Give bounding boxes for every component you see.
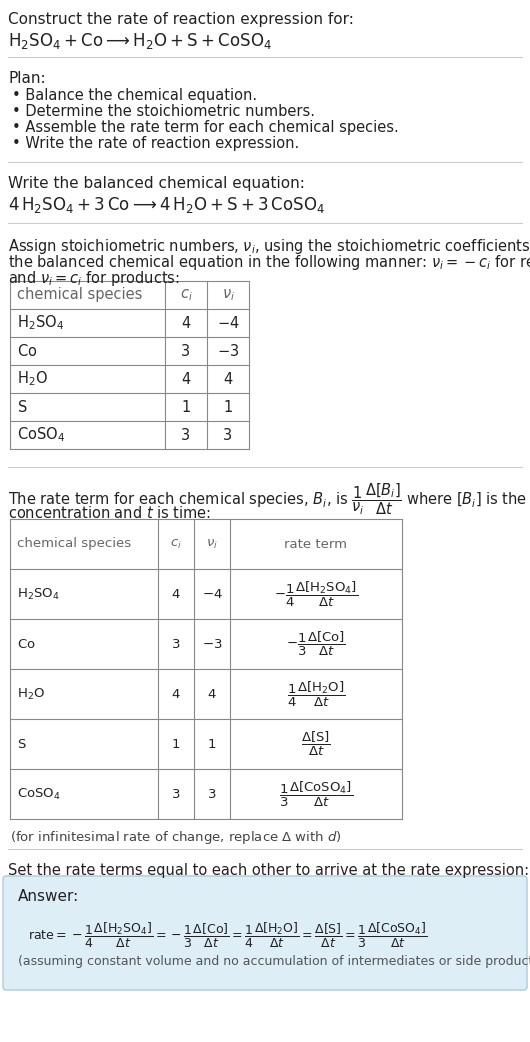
Text: Assign stoichiometric numbers, $\nu_i$, using the stoichiometric coefficients, $: Assign stoichiometric numbers, $\nu_i$, … xyxy=(8,237,530,256)
Text: (assuming constant volume and no accumulation of intermediates or side products): (assuming constant volume and no accumul… xyxy=(18,956,530,968)
Text: $\mathrm{CoSO_4}$: $\mathrm{CoSO_4}$ xyxy=(17,787,60,801)
Text: 1: 1 xyxy=(223,399,233,415)
Text: $\mathrm{S}$: $\mathrm{S}$ xyxy=(17,738,26,750)
Text: 1: 1 xyxy=(181,399,191,415)
Text: • Determine the stoichiometric numbers.: • Determine the stoichiometric numbers. xyxy=(12,104,315,119)
Text: $\mathrm{H_2O}$: $\mathrm{H_2O}$ xyxy=(17,687,45,701)
Text: 4: 4 xyxy=(223,372,233,387)
Text: $\mathrm{H_2O}$: $\mathrm{H_2O}$ xyxy=(17,370,48,389)
Text: $c_i$: $c_i$ xyxy=(170,538,182,550)
Text: $\mathrm{Co}$: $\mathrm{Co}$ xyxy=(17,638,36,650)
Text: $\mathrm{S}$: $\mathrm{S}$ xyxy=(17,399,28,415)
Text: $\mathrm{Co}$: $\mathrm{Co}$ xyxy=(17,343,37,359)
Text: 3: 3 xyxy=(172,788,180,800)
Text: Set the rate terms equal to each other to arrive at the rate expression:: Set the rate terms equal to each other t… xyxy=(8,863,529,878)
Text: $\mathrm{H_2SO_4}$: $\mathrm{H_2SO_4}$ xyxy=(17,314,64,332)
Text: $\dfrac{\Delta[\mathrm{S}]}{\Delta t}$: $\dfrac{\Delta[\mathrm{S}]}{\Delta t}$ xyxy=(301,730,331,759)
Text: 1: 1 xyxy=(172,738,180,750)
Text: (for infinitesimal rate of change, replace Δ with $d$): (for infinitesimal rate of change, repla… xyxy=(10,829,342,846)
Text: Plan:: Plan: xyxy=(8,71,46,86)
Text: Construct the rate of reaction expression for:: Construct the rate of reaction expressio… xyxy=(8,13,354,27)
Text: $-4$: $-4$ xyxy=(201,588,223,600)
Text: $-4$: $-4$ xyxy=(217,315,240,331)
Text: 4: 4 xyxy=(172,688,180,700)
Text: 3: 3 xyxy=(224,427,233,443)
Text: rate term: rate term xyxy=(285,538,348,550)
Text: $\mathrm{H_2SO_4 + Co \longrightarrow H_2O + S + CoSO_4}$: $\mathrm{H_2SO_4 + Co \longrightarrow H_… xyxy=(8,31,272,51)
Text: 3: 3 xyxy=(172,638,180,650)
Text: $\dfrac{1}{4}\dfrac{\Delta[\mathrm{H_2O}]}{\Delta t}$: $\dfrac{1}{4}\dfrac{\Delta[\mathrm{H_2O}… xyxy=(287,679,345,709)
Text: the balanced chemical equation in the following manner: $\nu_i = -c_i$ for react: the balanced chemical equation in the fo… xyxy=(8,253,530,272)
Text: 4: 4 xyxy=(181,372,191,387)
Text: 4: 4 xyxy=(208,688,216,700)
Text: $\mathrm{rate} = -\dfrac{1}{4}\dfrac{\Delta[\mathrm{H_2SO_4}]}{\Delta t} = -\dfr: $\mathrm{rate} = -\dfrac{1}{4}\dfrac{\De… xyxy=(28,921,428,950)
Text: and $\nu_i = c_i$ for products:: and $\nu_i = c_i$ for products: xyxy=(8,269,180,288)
Text: $-3$: $-3$ xyxy=(217,343,239,359)
Text: $\mathrm{H_2SO_4}$: $\mathrm{H_2SO_4}$ xyxy=(17,587,60,601)
Text: $\nu_i$: $\nu_i$ xyxy=(206,538,218,550)
Text: • Balance the chemical equation.: • Balance the chemical equation. xyxy=(12,88,257,103)
Text: Write the balanced chemical equation:: Write the balanced chemical equation: xyxy=(8,176,305,191)
Text: $-3$: $-3$ xyxy=(202,638,222,650)
Text: chemical species: chemical species xyxy=(17,538,131,550)
Text: chemical species: chemical species xyxy=(17,288,143,302)
Text: • Write the rate of reaction expression.: • Write the rate of reaction expression. xyxy=(12,137,299,151)
Text: 4: 4 xyxy=(181,316,191,330)
Text: 3: 3 xyxy=(181,344,191,358)
FancyBboxPatch shape xyxy=(3,876,527,990)
Text: $-\dfrac{1}{3}\dfrac{\Delta[\mathrm{Co}]}{\Delta t}$: $-\dfrac{1}{3}\dfrac{\Delta[\mathrm{Co}]… xyxy=(286,630,346,659)
Text: $-\dfrac{1}{4}\dfrac{\Delta[\mathrm{H_2SO_4}]}{\Delta t}$: $-\dfrac{1}{4}\dfrac{\Delta[\mathrm{H_2S… xyxy=(274,579,358,609)
Text: $\nu_i$: $\nu_i$ xyxy=(222,288,234,303)
Text: concentration and $t$ is time:: concentration and $t$ is time: xyxy=(8,505,211,521)
Text: 3: 3 xyxy=(181,427,191,443)
Text: $\mathrm{CoSO_4}$: $\mathrm{CoSO_4}$ xyxy=(17,425,65,444)
Text: 3: 3 xyxy=(208,788,216,800)
Text: The rate term for each chemical species, $B_i$, is $\dfrac{1}{\nu_i}\dfrac{\Delt: The rate term for each chemical species,… xyxy=(8,481,530,517)
Text: 4: 4 xyxy=(172,588,180,600)
Text: $c_i$: $c_i$ xyxy=(180,288,192,303)
Text: $\mathrm{4\,H_2SO_4 + 3\,Co \longrightarrow 4\,H_2O + S + 3\,CoSO_4}$: $\mathrm{4\,H_2SO_4 + 3\,Co \longrightar… xyxy=(8,195,325,215)
Text: • Assemble the rate term for each chemical species.: • Assemble the rate term for each chemic… xyxy=(12,120,399,135)
Text: 1: 1 xyxy=(208,738,216,750)
Text: $\dfrac{1}{3}\dfrac{\Delta[\mathrm{CoSO_4}]}{\Delta t}$: $\dfrac{1}{3}\dfrac{\Delta[\mathrm{CoSO_… xyxy=(279,779,353,809)
Text: Answer:: Answer: xyxy=(18,889,80,904)
